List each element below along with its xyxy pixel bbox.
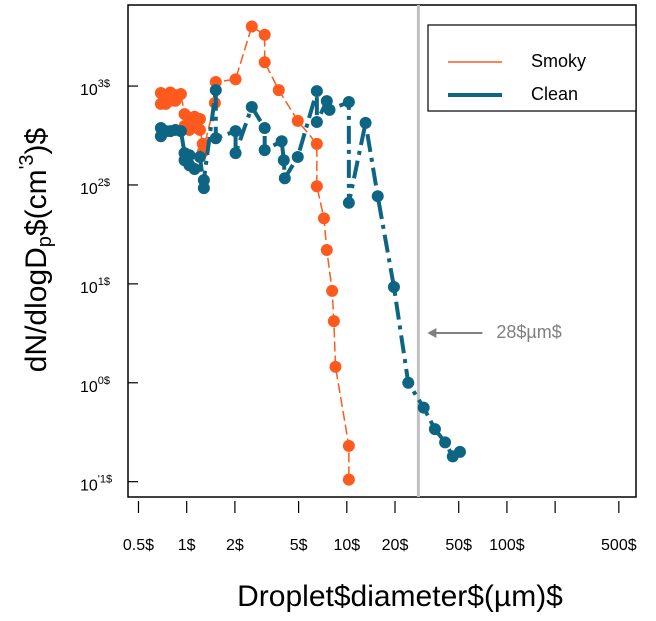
data-point [428, 423, 441, 436]
data-point [310, 137, 323, 150]
data-point [342, 473, 355, 486]
y-tick-base: 10 [80, 82, 98, 99]
y-tick-exponent: 1$ [98, 276, 110, 288]
y-label-main: dN/dlogD [20, 247, 53, 372]
y-label-sub: p [34, 236, 56, 247]
data-point [453, 445, 466, 458]
data-point [342, 95, 355, 108]
data-point [209, 84, 222, 97]
y-tick-label: 100$ [80, 375, 110, 396]
data-point [188, 163, 201, 176]
data-point [245, 100, 258, 113]
series-line [158, 89, 462, 460]
data-point [174, 88, 187, 101]
data-point [320, 244, 333, 257]
y-tick-exponent: 2$ [98, 177, 110, 189]
data-point [291, 150, 304, 163]
legend-label: Smoky [531, 51, 586, 71]
x-tick-label: 500$ [601, 537, 637, 554]
data-point [323, 103, 336, 116]
x-tick-label: 5$ [290, 537, 308, 554]
data-point [291, 114, 304, 127]
y-label-end: )$ [20, 127, 53, 154]
x-tick-label: 20$ [382, 537, 409, 554]
data-point [258, 56, 271, 69]
data-point [174, 125, 187, 138]
data-point [193, 112, 206, 125]
y-tick-exponent: '1$ [98, 474, 112, 486]
data-point [275, 135, 288, 148]
data-point [229, 147, 242, 160]
data-point [272, 84, 285, 97]
data-point [359, 116, 372, 129]
data-point [329, 360, 342, 373]
y-tick-base: 10 [80, 181, 98, 198]
data-point [317, 212, 330, 225]
y-tick-base: 10 [80, 379, 98, 396]
y-tick-exponent: 3$ [98, 78, 110, 90]
data-point [209, 132, 222, 145]
data-point [258, 144, 271, 157]
x-tick-label: 50$ [445, 537, 472, 554]
data-point [371, 190, 384, 203]
data-point [342, 439, 355, 452]
y-label-sup: '3 [16, 154, 38, 169]
x-axis-label: Droplet$diameter$(µm)$ [237, 580, 563, 613]
data-point [327, 315, 340, 328]
data-point [402, 376, 415, 389]
y-label-mid: $(cm [20, 169, 53, 236]
x-tick-label: 2$ [226, 537, 244, 554]
y-tick-label: 102$ [80, 177, 110, 198]
data-point [310, 180, 323, 193]
data-point [387, 280, 400, 293]
data-point [197, 174, 210, 187]
data-point [229, 125, 242, 138]
data-point [326, 284, 339, 297]
data-point [277, 154, 290, 167]
data-point [310, 85, 323, 98]
data-point [193, 150, 206, 163]
x-tick-label: 100$ [489, 537, 525, 554]
data-point [342, 196, 355, 209]
data-point [193, 123, 206, 136]
y-tick-label: 101$ [80, 276, 110, 297]
x-tick-label: 0.5$ [123, 537, 154, 554]
data-point [245, 20, 258, 33]
data-point [439, 436, 452, 449]
x-tick-label: 10$ [333, 537, 360, 554]
data-point [278, 172, 291, 185]
data-point [310, 116, 323, 129]
data-point [183, 149, 196, 162]
y-tick-base: 10 [80, 478, 98, 495]
annotation: 28$µm$ [496, 322, 561, 342]
legend-label: Clean [531, 84, 578, 104]
annotation-arrowhead [427, 328, 437, 338]
y-tick-label: 103$ [80, 78, 110, 99]
y-axis-label: dN/dlogDp$(cm'3)$ [16, 127, 56, 372]
data-point [229, 73, 242, 86]
data-point [258, 121, 271, 134]
y-tick-exponent: 0$ [98, 375, 110, 387]
data-point [417, 401, 430, 414]
data-point [258, 28, 271, 41]
plot-frame [127, 4, 637, 498]
y-tick-label: 10'1$ [80, 474, 112, 495]
x-tick-label: 1$ [178, 537, 196, 554]
y-tick-base: 10 [80, 280, 98, 297]
